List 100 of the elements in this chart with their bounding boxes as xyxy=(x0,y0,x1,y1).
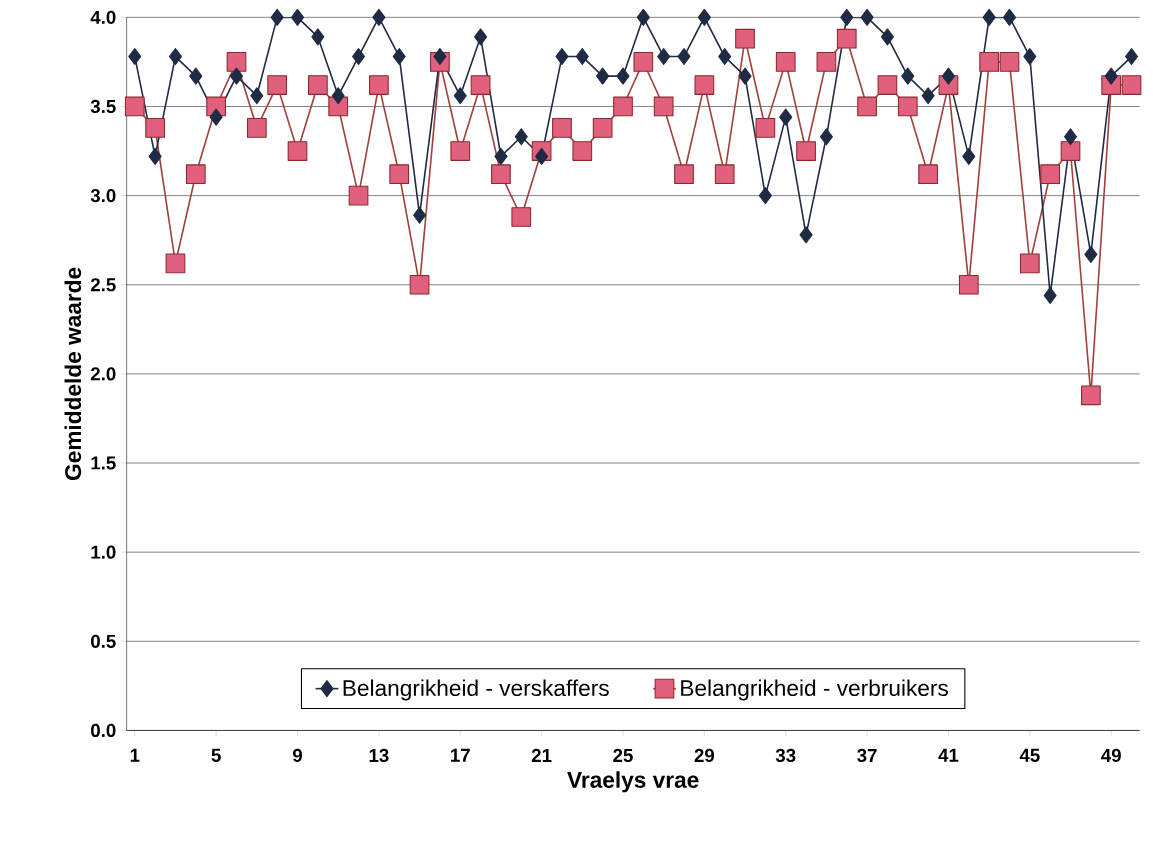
point xyxy=(352,48,366,66)
point xyxy=(738,67,752,85)
x-tick-label: 41 xyxy=(938,748,959,762)
point xyxy=(921,87,935,105)
x-tick-label: 13 xyxy=(369,748,389,763)
point xyxy=(331,87,345,105)
point xyxy=(453,87,467,105)
point xyxy=(168,48,182,66)
point xyxy=(816,52,837,72)
point xyxy=(1121,75,1142,96)
point xyxy=(1060,141,1081,162)
point xyxy=(575,48,589,66)
y-tick-label: 0.5 xyxy=(91,634,116,649)
point xyxy=(694,75,715,96)
point xyxy=(246,118,267,138)
point xyxy=(653,96,674,117)
point xyxy=(657,48,671,66)
point xyxy=(1043,287,1057,305)
point xyxy=(290,8,305,26)
point xyxy=(433,48,447,66)
point xyxy=(613,96,633,117)
point xyxy=(250,87,264,105)
x-tick-label: 5 xyxy=(211,748,221,762)
point xyxy=(697,8,711,26)
point xyxy=(755,118,776,138)
point xyxy=(491,164,511,185)
point xyxy=(514,128,528,146)
point xyxy=(287,141,308,162)
point xyxy=(799,226,813,244)
point xyxy=(779,108,793,126)
legend-label: Belangrikheid - verbruikers xyxy=(681,679,948,701)
point xyxy=(474,28,488,46)
point xyxy=(372,8,386,26)
point xyxy=(145,118,165,138)
point xyxy=(633,52,654,72)
x-tick-label: 9 xyxy=(292,748,303,763)
y-tick-label: 4.0 xyxy=(90,10,116,25)
point xyxy=(999,52,1020,72)
point xyxy=(1063,128,1078,146)
point xyxy=(311,28,325,46)
point xyxy=(1002,8,1017,26)
point xyxy=(880,28,894,46)
point xyxy=(979,52,1000,72)
x-axis-title: Vraelys vrae xyxy=(567,771,699,793)
point xyxy=(572,141,593,162)
point xyxy=(819,128,833,146)
point xyxy=(535,147,549,166)
point xyxy=(470,75,491,96)
point xyxy=(1084,246,1098,264)
point xyxy=(735,28,755,49)
point xyxy=(1019,253,1040,274)
point xyxy=(877,75,898,96)
point xyxy=(897,96,918,117)
point xyxy=(1104,67,1118,85)
point xyxy=(592,118,613,138)
x-tick-label: 21 xyxy=(531,748,552,762)
y-tick-label: 3.5 xyxy=(90,99,116,114)
point xyxy=(148,147,162,166)
point xyxy=(552,118,572,138)
point xyxy=(1125,48,1139,66)
legend-label: Belangrikheid - verskaffers xyxy=(343,679,609,701)
point xyxy=(758,187,772,205)
y-axis-title: Gemiddelde waarde xyxy=(64,267,82,481)
point xyxy=(714,164,735,185)
point xyxy=(1023,48,1037,66)
point xyxy=(209,108,223,126)
x-tick-label: 1 xyxy=(130,748,140,762)
point xyxy=(307,75,328,96)
y-tick-label: 1.5 xyxy=(91,456,116,470)
point xyxy=(165,253,186,274)
point xyxy=(185,164,206,185)
x-tick-label: 33 xyxy=(775,748,796,763)
x-tick-label: 49 xyxy=(1101,748,1121,763)
point xyxy=(1080,385,1101,406)
point xyxy=(982,8,996,26)
x-tick-label: 17 xyxy=(451,748,470,762)
point xyxy=(596,67,610,85)
point xyxy=(392,48,406,66)
point xyxy=(413,206,427,224)
point xyxy=(189,67,203,85)
y-tick-label: 2.0 xyxy=(90,367,116,381)
y-tick-label: 2.5 xyxy=(90,278,116,292)
point xyxy=(1040,164,1061,185)
point xyxy=(348,185,369,206)
point xyxy=(941,67,955,85)
point xyxy=(860,8,874,26)
x-tick-label: 25 xyxy=(613,748,633,763)
point xyxy=(636,8,650,26)
point xyxy=(270,8,284,26)
point xyxy=(369,75,389,96)
x-tick-label: 37 xyxy=(857,748,877,763)
point xyxy=(840,8,854,26)
point xyxy=(124,96,145,117)
point xyxy=(450,141,471,162)
point xyxy=(555,48,569,66)
point xyxy=(677,48,691,66)
point xyxy=(409,275,430,295)
x-tick-label: 45 xyxy=(1019,748,1040,762)
point xyxy=(229,67,244,85)
point xyxy=(494,147,508,166)
